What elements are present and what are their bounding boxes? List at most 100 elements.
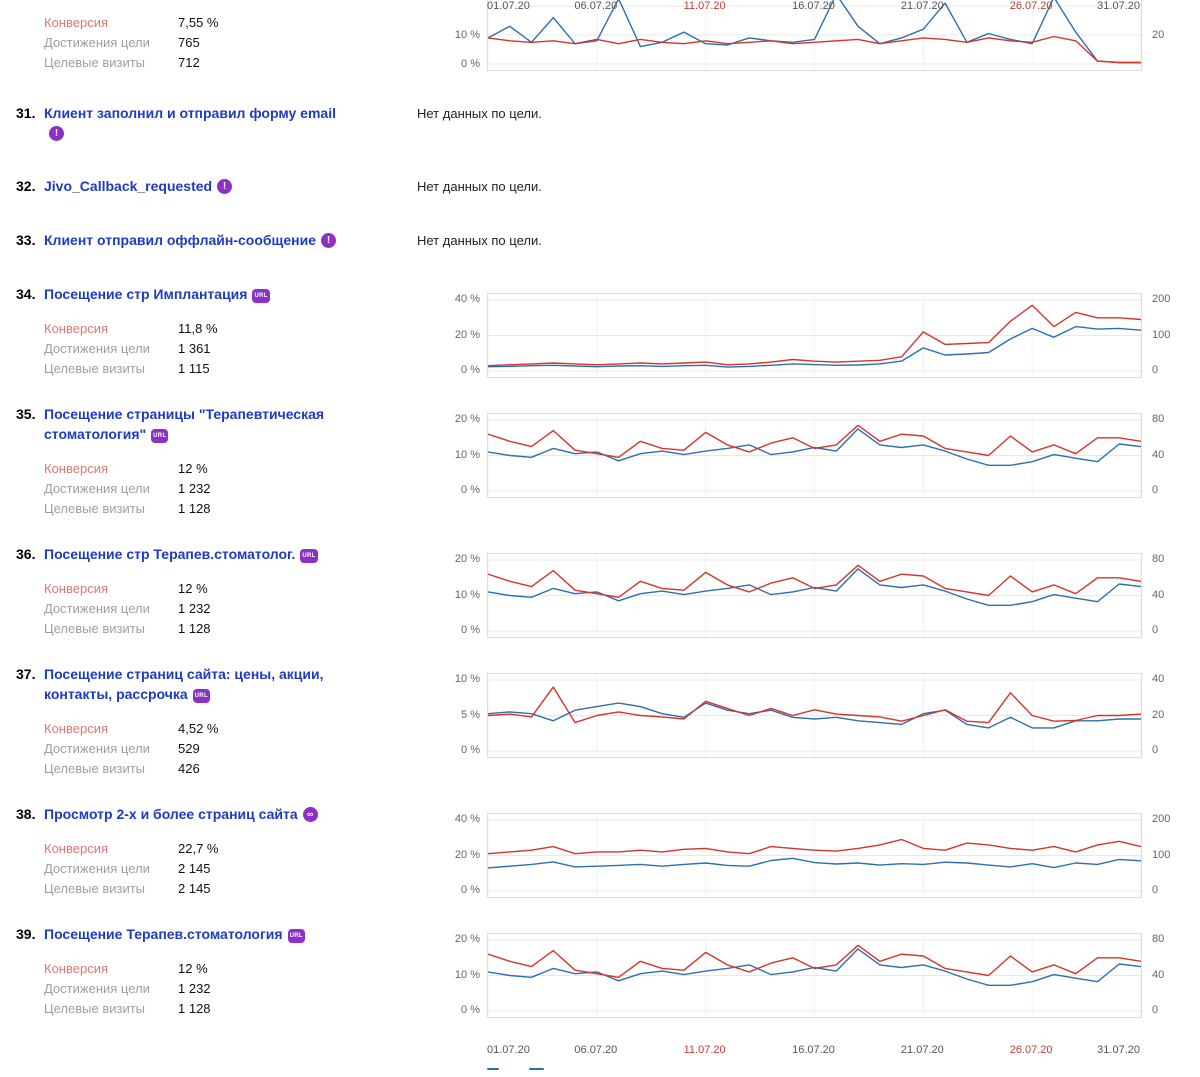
visits-label: Целевые визиты	[44, 620, 146, 636]
reaches-label: Достижения цели	[44, 600, 150, 616]
reaches-value: 2 145	[178, 860, 211, 876]
goal-chart: 10 % 5 % 0 % 40 20 0	[400, 673, 1200, 758]
reaches-label: Достижения цели	[44, 860, 150, 876]
goal-chart: 10 % 0 % 20	[400, 0, 1200, 71]
goal-info: 38. Просмотр 2-х и более страниц сайта ∞ …	[16, 804, 400, 898]
left-axis-labels: 40 % 20 % 0 %	[454, 293, 480, 376]
conversion-label: Конверсия	[44, 460, 109, 476]
goal-info: 33. Клиент отправил оффлайн-сообщение!	[16, 230, 400, 250]
visits-label: Целевые визиты	[44, 880, 146, 896]
conversion-value: 4,52 %	[178, 720, 219, 736]
goal-info: 34. Посещение стр Имплантация URL Конверс…	[16, 284, 400, 378]
goal-chart: 20 % 10 % 0 % 80 40 0	[400, 933, 1200, 1018]
goal-number: 36.	[16, 546, 36, 562]
no-data-text: Нет данных по цели.	[417, 179, 542, 194]
conversion-value: 12 %	[178, 580, 208, 596]
visits-label: Целевые визиты	[44, 54, 146, 70]
goal-number: 34.	[16, 286, 36, 302]
no-data-text: Нет данных по цели.	[417, 106, 542, 121]
url-goal-icon: URL	[151, 429, 169, 443]
goal-row: 39. Посещение Терапев.стоматология URL Ко…	[16, 924, 1200, 1018]
conversion-value: 22,7 %	[178, 840, 219, 856]
chart-plot[interactable]	[487, 0, 1142, 71]
reaches-value: 1 232	[178, 600, 211, 616]
left-axis-labels: 40 % 20 % 0 %	[454, 813, 480, 896]
conversion-value: 12 %	[178, 460, 208, 476]
goal-row: 37. Посещение страниц сайта: цены, акции…	[16, 664, 1200, 778]
conversion-label: Конверсия	[44, 14, 109, 30]
visits-value: 2 145	[178, 880, 211, 896]
date-axis-top: 01.07.20 06.07.20 11.07.20 16.07.20 21.07.20…	[487, 0, 1140, 12]
goal-number: 39.	[16, 926, 36, 942]
conversion-label: Конверсия	[44, 840, 109, 856]
reaches-value: 765	[178, 34, 200, 50]
goal-info: 37. Посещение страниц сайта: цены, акции…	[16, 664, 400, 778]
chart-plot[interactable]	[487, 673, 1142, 758]
reaches-value: 1 232	[178, 980, 211, 996]
chart-plot[interactable]	[487, 933, 1142, 1018]
url-goal-icon: URL	[287, 929, 305, 943]
conversion-label: Конверсия	[44, 320, 109, 336]
goal-number: 38.	[16, 806, 36, 822]
goal-title-link[interactable]: Клиент отправил оффлайн-сообщение	[44, 232, 316, 248]
visits-label: Целевые визиты	[44, 1000, 146, 1016]
pageviews-goal-icon: ∞	[302, 807, 318, 822]
chart-plot[interactable]	[487, 293, 1142, 378]
goal-number: 32.	[16, 178, 36, 194]
goal-number: 33.	[16, 232, 36, 248]
right-axis-labels: 80 40 0	[1152, 933, 1165, 1016]
goal-title-link[interactable]: Посещение стр Имплантация	[44, 286, 248, 302]
goal-title-link[interactable]: Посещение страницы "Терапевтическая стом…	[44, 406, 325, 442]
chart-plot[interactable]	[487, 813, 1142, 898]
conversion-label: Конверсия	[44, 580, 109, 596]
reaches-label: Достижения цели	[44, 740, 150, 756]
reaches-value: 1 232	[178, 480, 211, 496]
goal-row: 38. Просмотр 2-х и более страниц сайта ∞ …	[16, 804, 1200, 898]
goal-number: 31.	[16, 105, 36, 121]
url-goal-icon: URL	[192, 689, 210, 703]
chart-plot[interactable]	[487, 553, 1142, 638]
goal-info: 31. Клиент заполнил и отправил форму ema…	[16, 103, 400, 143]
chart-plot[interactable]	[487, 413, 1142, 498]
visits-value: 1 128	[178, 1000, 211, 1016]
goal-chart: 20 % 10 % 0 % 80 40 0	[400, 413, 1200, 498]
goal-chart: 40 % 20 % 0 % 200 100 0	[400, 293, 1200, 378]
url-goal-icon: URL	[300, 549, 318, 563]
right-axis-labels: 80 40 0	[1152, 413, 1165, 496]
left-axis-labels: 10 % 0 %	[454, 29, 480, 70]
goal-row: 33. Клиент отправил оффлайн-сообщение! Н…	[16, 230, 1200, 250]
right-axis-labels: 20	[1152, 29, 1165, 41]
event-goal-icon: !	[217, 179, 233, 194]
conversion-label: Конверсия	[44, 720, 109, 736]
url-goal-icon: URL	[252, 289, 270, 303]
goal-info: Конверсия 7,55 % Достижения цели 765 Целев…	[16, 0, 400, 72]
goal-title-link[interactable]: Просмотр 2-х и более страниц сайта	[44, 806, 298, 822]
goal-title-link[interactable]: Клиент заполнил и отправил форму email	[44, 105, 336, 121]
goal-title-link[interactable]: Jivo_Callback_requested	[44, 178, 213, 194]
reaches-value: 529	[178, 740, 200, 756]
goal-info: 39. Посещение Терапев.стоматология URL Ко…	[16, 924, 400, 1018]
goal-number: 35.	[16, 406, 36, 422]
left-axis-labels: 10 % 5 % 0 %	[454, 673, 480, 756]
event-goal-icon: !	[320, 233, 336, 248]
visits-value: 712	[178, 54, 200, 70]
goal-info: 36. Посещение стр Терапев.стоматолог. URL…	[16, 544, 400, 638]
left-axis-labels: 20 % 10 % 0 %	[454, 413, 480, 496]
right-axis-labels: 200 100 0	[1152, 293, 1171, 376]
goal-title-link[interactable]: Посещение Терапев.стоматология	[44, 926, 283, 942]
visits-value: 1 128	[178, 620, 211, 636]
left-axis-labels: 20 % 10 % 0 %	[454, 933, 480, 1016]
goal-row: 31. Клиент заполнил и отправил форму ema…	[16, 103, 1200, 143]
goal-row-partial: Конверсия 7,55 % Достижения цели 765 Целев…	[16, 0, 1200, 72]
goal-title-link[interactable]: Посещение стр Терапев.стоматолог.	[44, 546, 296, 562]
goal-row: 34. Посещение стр Имплантация URL Конверс…	[16, 284, 1200, 378]
conversion-value: 11,8 %	[178, 320, 218, 336]
conversion-label: Конверсия	[44, 960, 109, 976]
right-axis-labels: 80 40 0	[1152, 553, 1165, 636]
goal-info: 35. Посещение страницы "Терапевтическая …	[16, 404, 400, 518]
conversion-value: 7,55 %	[178, 14, 219, 30]
goal-title-link[interactable]: Посещение страниц сайта: цены, акции, ко…	[44, 666, 324, 702]
visits-label: Целевые визиты	[44, 760, 146, 776]
no-data-text: Нет данных по цели.	[417, 233, 542, 248]
